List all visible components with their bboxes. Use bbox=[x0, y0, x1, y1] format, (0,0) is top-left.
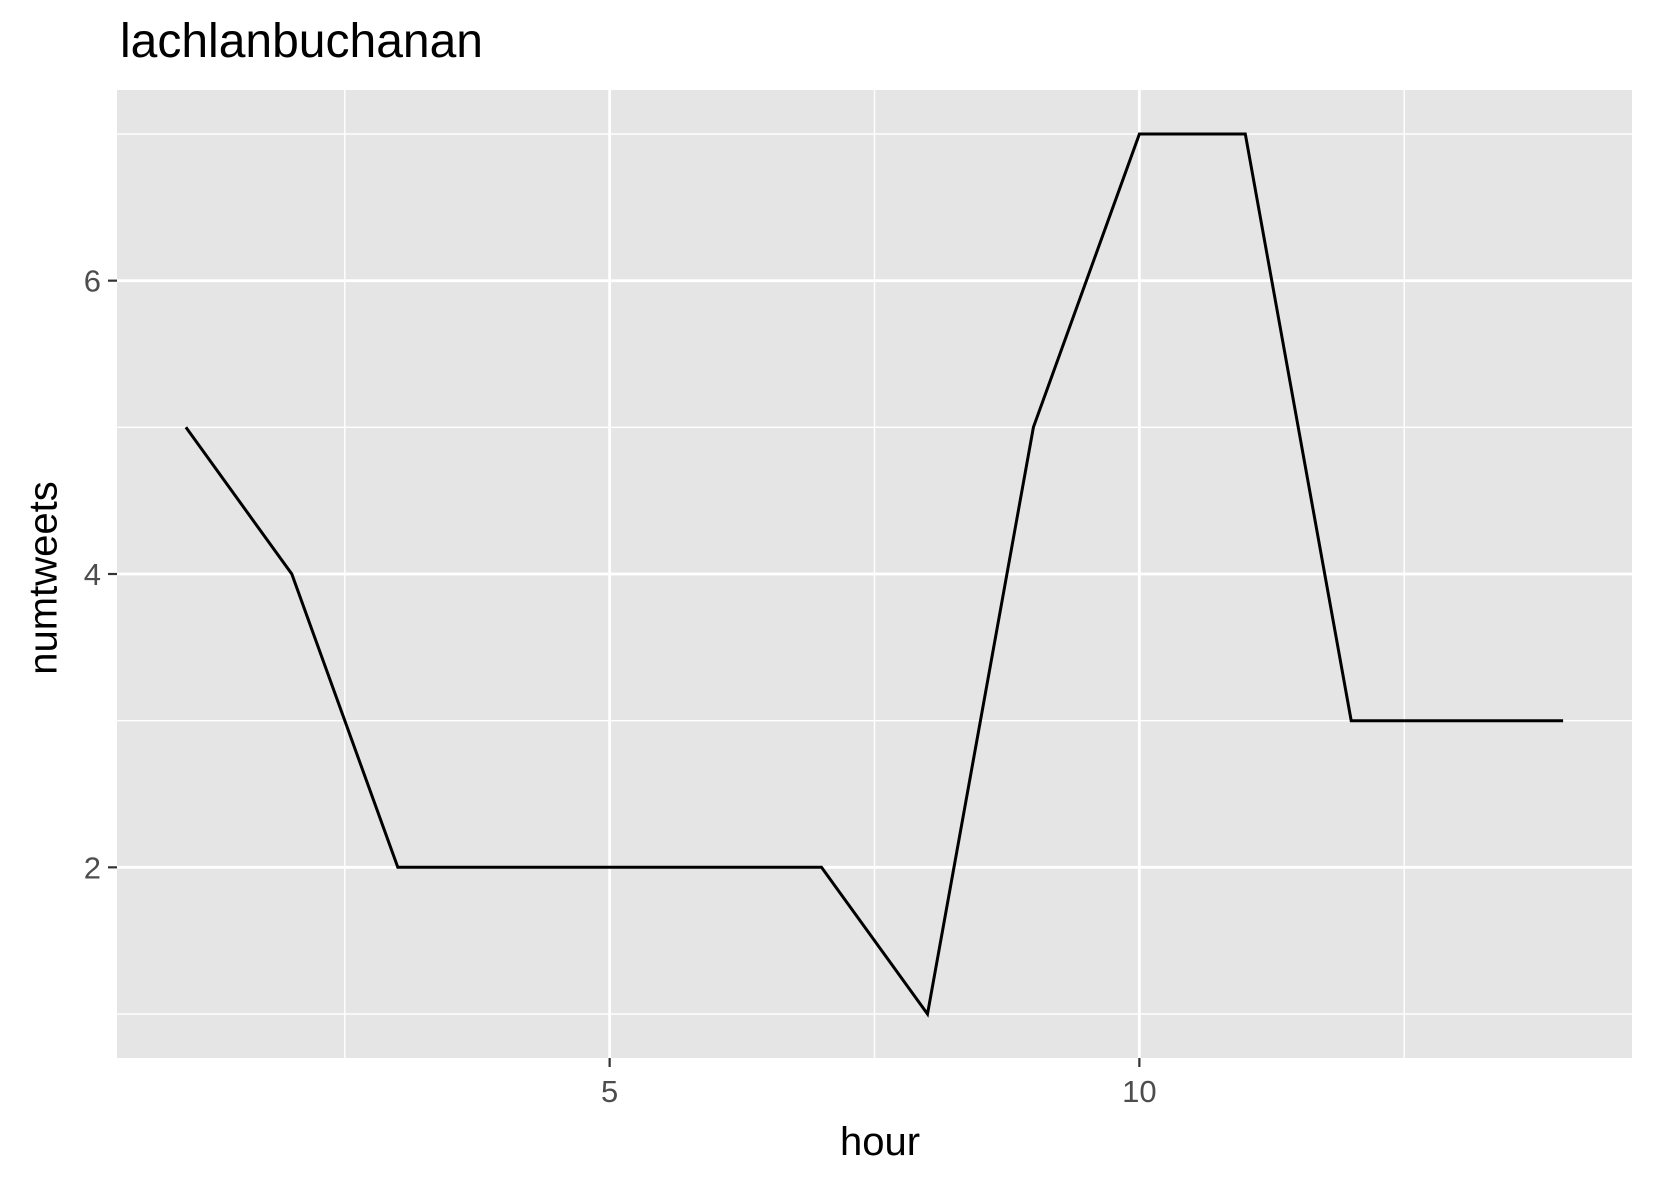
x-tick-label: 10 bbox=[1122, 1074, 1156, 1109]
y-axis-title: numtweets bbox=[21, 481, 66, 675]
series-layer bbox=[184, 132, 1564, 1018]
x-axis-title: hour bbox=[839, 1120, 921, 1164]
y-tick-label: 4 bbox=[84, 557, 101, 592]
x-axis: 5 10 bbox=[601, 1058, 1157, 1109]
y-axis: 2 4 6 bbox=[84, 264, 117, 885]
major-gridlines bbox=[117, 90, 1632, 1058]
x-tick-label: 5 bbox=[601, 1074, 618, 1109]
y-tick-label: 2 bbox=[84, 850, 101, 885]
y-tick-label: 6 bbox=[84, 264, 101, 299]
chart-title: lachlanbuchanan bbox=[120, 15, 483, 68]
series-line bbox=[184, 132, 1564, 1018]
